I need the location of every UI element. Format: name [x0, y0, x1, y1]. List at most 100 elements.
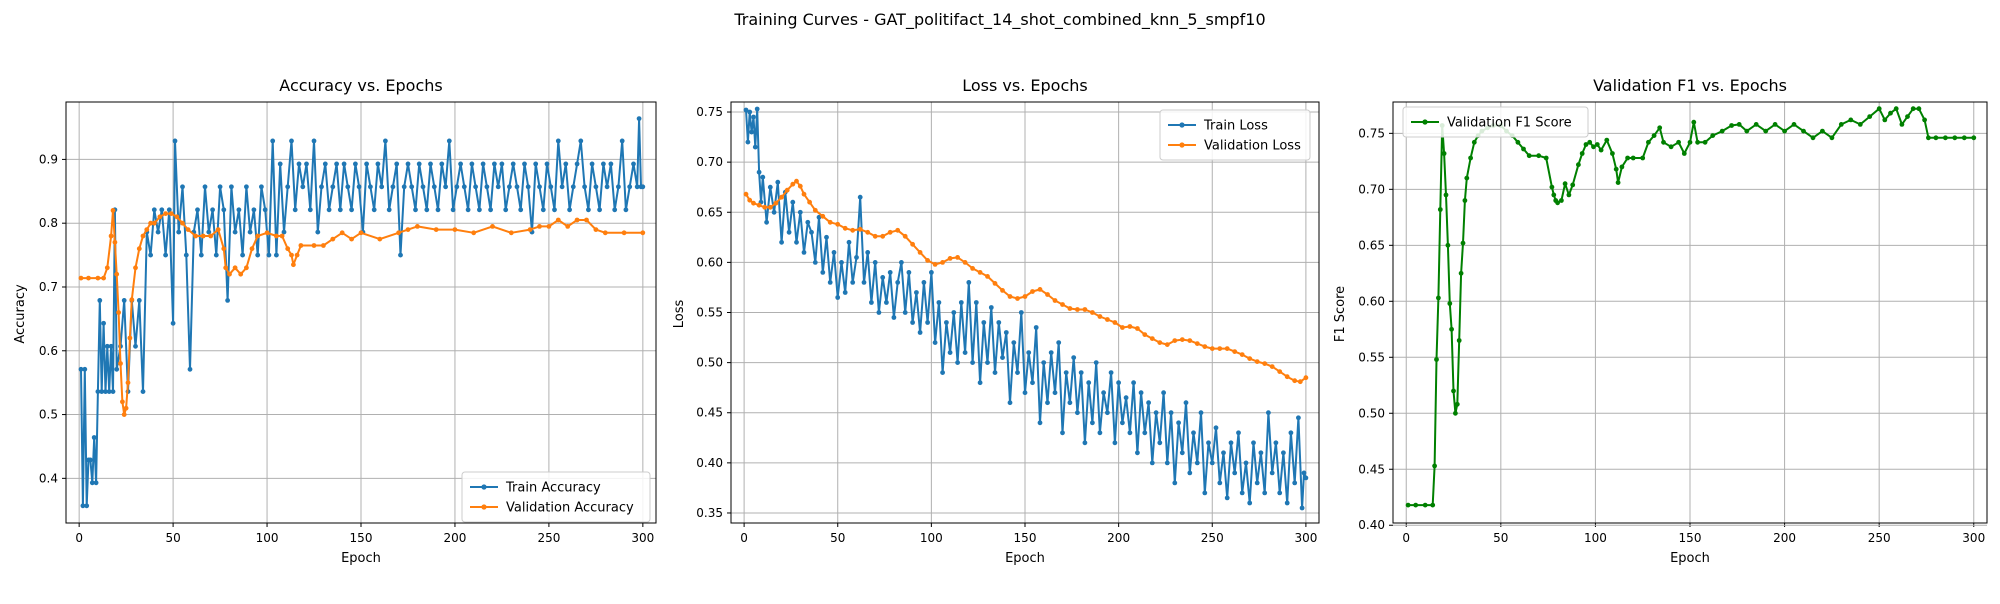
- validation-f1-score-point: [1943, 135, 1948, 141]
- validation-f1-score-point: [1436, 295, 1441, 301]
- validation-loss-point: [1157, 340, 1163, 345]
- train-loss-point: [973, 300, 979, 305]
- validation-accuracy-point: [555, 217, 561, 223]
- validation-f1-score-point: [1441, 151, 1447, 156]
- validation-f1-score-point: [1801, 128, 1806, 134]
- train-loss-point: [884, 300, 889, 305]
- train-loss-point: [1299, 505, 1305, 511]
- validation-loss-point: [1097, 314, 1103, 319]
- validation-loss-point: [747, 197, 753, 203]
- validation-loss-point: [985, 274, 990, 279]
- train-accuracy-point: [319, 184, 324, 190]
- f1-axes-frame: [1392, 101, 1988, 524]
- train-loss-point: [1067, 400, 1073, 406]
- accuracy-x-tick-label: 50: [165, 531, 180, 545]
- validation-f1-score-point: [1413, 502, 1419, 508]
- train-loss-point: [988, 305, 994, 310]
- train-loss-point: [914, 290, 919, 295]
- train-loss-point: [1202, 490, 1208, 496]
- validation-f1-score-point: [1753, 122, 1759, 127]
- train-accuracy-point: [443, 184, 448, 190]
- train-loss-point: [955, 360, 960, 365]
- validation-f1-score-point: [1460, 240, 1466, 246]
- train-loss-point: [1018, 310, 1024, 315]
- train-loss-point: [749, 129, 754, 135]
- validation-accuracy-point: [86, 275, 91, 281]
- train-loss-point: [1183, 400, 1189, 406]
- validation-accuracy-point: [452, 227, 458, 233]
- train-loss-point: [797, 209, 803, 215]
- validation-f1-score-point: [1888, 110, 1893, 116]
- validation-loss-point: [1172, 338, 1178, 343]
- train-loss-point: [1071, 355, 1077, 360]
- validation-loss-point: [779, 194, 784, 200]
- validation-loss-point: [887, 229, 893, 235]
- train-accuracy-point: [251, 207, 257, 213]
- validation-loss-point: [1127, 324, 1133, 329]
- train-accuracy-point: [469, 161, 475, 167]
- train-loss-point: [970, 360, 975, 365]
- f1-y-tick-label: 0.75: [1358, 126, 1385, 140]
- validation-f1-score-point: [1763, 128, 1769, 134]
- validation-loss-point: [1045, 292, 1050, 297]
- validation-f1-score-point: [1562, 181, 1568, 187]
- validation-f1-score-point: [1536, 153, 1542, 159]
- validation-f1-score-point: [1922, 117, 1927, 123]
- train-accuracy-point: [166, 207, 172, 213]
- train-loss-point: [947, 350, 953, 355]
- train-accuracy-point: [424, 207, 430, 213]
- validation-loss-point: [895, 227, 901, 233]
- f1-y-tick-label: 0.60: [1358, 294, 1385, 308]
- train-accuracy-point: [548, 184, 554, 190]
- f1-y-tick-label: 0.55: [1358, 350, 1385, 364]
- validation-f1-score-point: [1453, 410, 1458, 416]
- validation-loss-point: [1292, 378, 1298, 384]
- loss-y-tick-label: 0.70: [696, 155, 723, 169]
- train-accuracy-point: [544, 161, 550, 167]
- f1-x-tick-label: 50: [1493, 531, 1508, 545]
- train-accuracy-point: [582, 184, 587, 190]
- train-accuracy-point: [473, 184, 478, 190]
- validation-loss-point: [1015, 296, 1020, 301]
- train-accuracy-point: [401, 184, 407, 190]
- accuracy-x-tick-label: 300: [631, 531, 654, 545]
- validation-accuracy-point: [221, 246, 227, 252]
- f1-legend: Validation F1 Score: [1402, 106, 1589, 138]
- validation-accuracy-point: [121, 412, 127, 417]
- train-accuracy-point: [349, 207, 354, 213]
- loss-y-tick-label: 0.60: [696, 255, 723, 269]
- validation-accuracy-point: [114, 271, 120, 277]
- validation-f1-score-point: [1719, 128, 1725, 134]
- validation-loss-point: [756, 202, 762, 208]
- train-accuracy-point: [330, 184, 336, 190]
- train-accuracy-point: [221, 207, 227, 213]
- train-loss-point: [1179, 450, 1185, 456]
- train-loss-point: [1209, 460, 1215, 466]
- validation-loss-point: [880, 233, 886, 239]
- validation-accuracy-legend-marker: [481, 504, 487, 510]
- validation-loss-point: [865, 229, 871, 235]
- validation-loss-point: [1224, 346, 1230, 351]
- train-accuracy-point: [289, 138, 294, 144]
- train-accuracy-point: [213, 252, 219, 258]
- validation-loss-point: [1187, 338, 1193, 343]
- validation-loss-point: [1303, 375, 1309, 381]
- validation-loss-point: [962, 260, 968, 265]
- validation-accuracy-point: [151, 220, 157, 226]
- train-loss-point: [1078, 370, 1084, 375]
- validation-accuracy-point: [208, 233, 214, 239]
- train-loss-point: [880, 275, 886, 280]
- train-loss-point: [977, 380, 983, 386]
- train-accuracy-point: [140, 389, 146, 394]
- train-accuracy-point: [413, 207, 418, 213]
- validation-accuracy-point: [168, 211, 174, 217]
- validation-f1-score-point: [1598, 147, 1604, 153]
- validation-f1-score-point: [1591, 144, 1596, 150]
- validation-f1-score-point: [1456, 338, 1462, 343]
- train-loss-point: [754, 106, 760, 112]
- train-accuracy-point: [326, 207, 332, 213]
- train-loss-point: [1142, 430, 1148, 436]
- validation-f1-score-point: [1434, 357, 1439, 362]
- validation-accuracy-point: [339, 230, 345, 236]
